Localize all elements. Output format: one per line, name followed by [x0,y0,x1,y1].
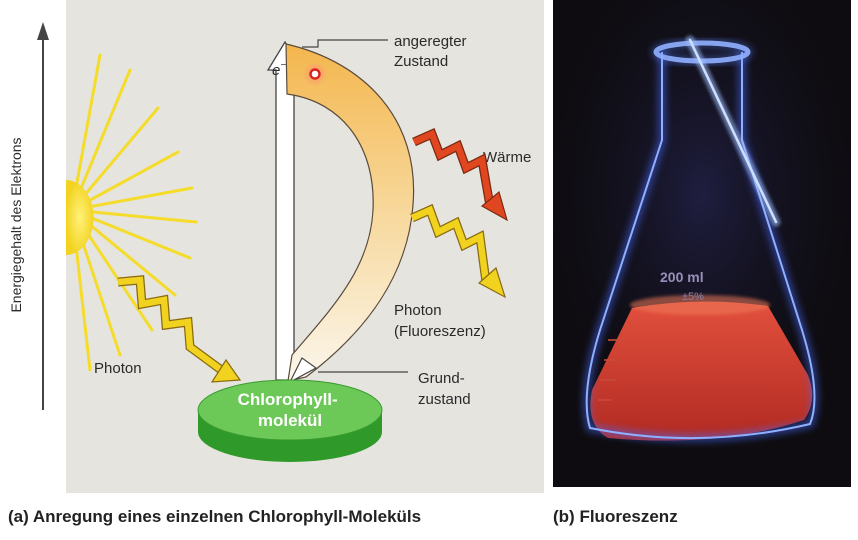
excited-state-band [285,43,415,382]
panel-a: Energiegehalt des Elektrons [8,0,544,493]
heat-label: Wärme [483,149,531,166]
flask-icon: 200 ml ±5% [582,35,819,443]
caption-b: (b) Fluoreszenz [553,507,678,527]
fluorescence-label: Photon (Fluoreszenz) [394,302,486,340]
caption-a-letter: (a) [8,507,29,526]
sun-icon [66,53,198,372]
caption-a: (a) Anregung eines einzelnen Chlorophyll… [8,507,421,527]
ground-state-label: Grund- zustand [418,370,471,408]
electron-icon [309,68,321,80]
caption-b-letter: (b) [553,507,575,526]
flask-volume-marking: 200 ml [660,269,704,285]
energy-axis-arrowhead [37,22,49,40]
ground-arrow-tip [288,357,318,384]
incoming-photon-arrow [117,275,242,383]
panel-b: 200 ml ±5% [553,0,851,487]
excited-state-leader [302,39,388,48]
chlorophyll-molecule: Chlorophyll- molekül [197,379,383,462]
electron-label: e− [272,60,286,79]
fluorescence-photon-arrow [410,203,507,299]
heat-arrow [412,127,508,222]
energy-axis-label: Energiegehalt des Elektrons [8,137,24,312]
flask-liquid [590,301,813,441]
caption-b-text: Fluoreszenz [579,507,678,526]
caption-a-text: Anregung eines einzelnen Chlorophyll-Mol… [32,507,422,526]
molecule-label: Chlorophyll- molekül [238,390,343,430]
photon-label: Photon [94,360,142,377]
excited-state-label: angeregter Zustand [394,33,471,70]
flask-tolerance-marking: ±5% [682,291,704,303]
